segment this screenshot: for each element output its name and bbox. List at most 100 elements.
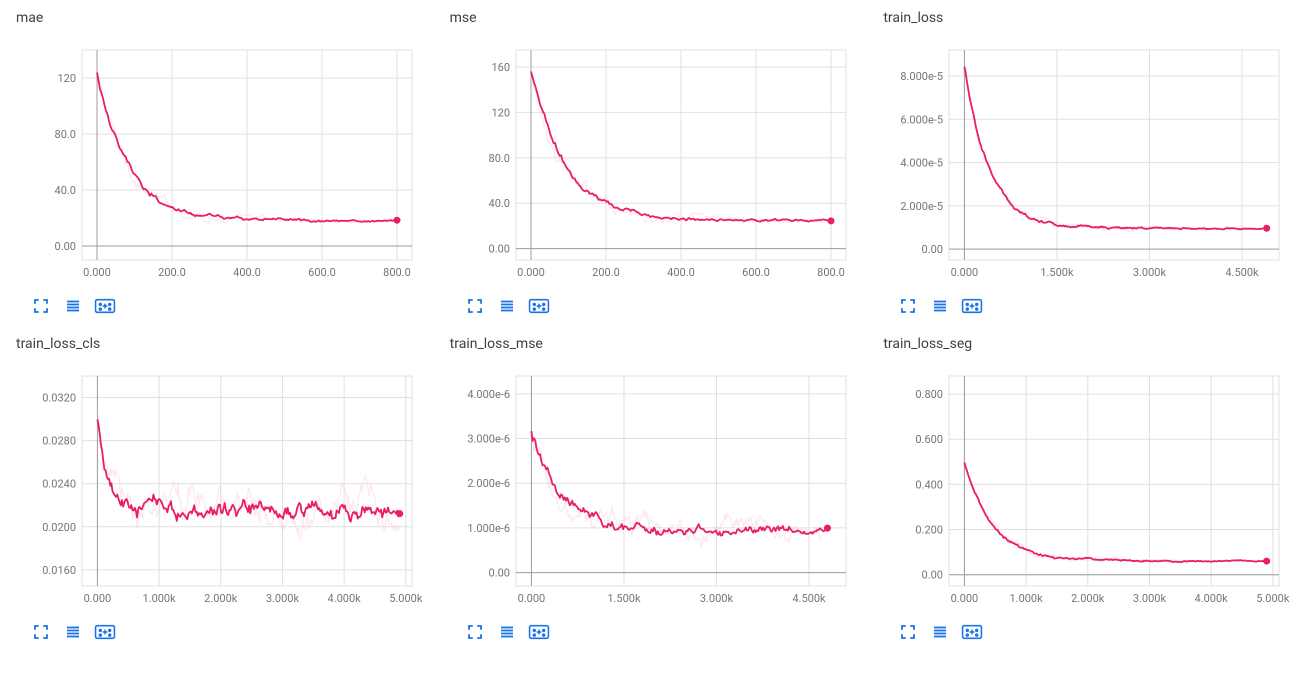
y-tick-label: 0.00 [922,569,943,582]
y-tick-label: 40.0 [55,184,76,197]
x-tick-label: 200.0 [158,266,186,279]
chart-toolbar [879,290,1295,316]
chart-plot-area[interactable]: 0.000 1.500k 3.000k 4.500k 0.00 2.000e-5 4.000… [879,30,1295,290]
series-smoothed [965,67,1267,230]
x-tick-label: 3.000k [1133,592,1167,605]
x-tick-label: 5.000k [389,592,422,605]
chart-plot-area[interactable]: 0.0001.000k2.000k3.000k4.000k5.000k0.000… [879,356,1295,616]
chart-panel-mse: mse0.000200.0400.0600.0800.00.0040.080.0… [446,8,862,316]
chart-toolbar [446,290,862,316]
chart-plot-area[interactable]: 0.0001.000k2.000k3.000k4.000k5.000k0.016… [12,356,428,616]
y-tick-label: 0.200 [916,524,944,537]
expand-icon[interactable] [464,296,486,316]
x-tick-label: 3.000k [700,592,734,605]
series-end-marker [394,217,401,224]
series-raw [965,66,1267,232]
fit-icon[interactable] [528,622,550,642]
y-tick-label: 3.000e-6 [467,433,510,446]
y-tick-label: 1.000e-6 [467,522,510,535]
x-tick-label: 400.0 [233,266,261,279]
fit-icon[interactable] [94,622,116,642]
fit-icon[interactable] [961,296,983,316]
x-tick-label: 800.0 [817,266,845,279]
chart-toolbar [12,290,428,316]
x-tick-label: 4.000k [328,592,362,605]
x-tick-label: 0.000 [517,266,545,279]
y-tick-label: 0.0320 [42,392,76,405]
series-end-marker [1263,558,1270,565]
y-tick-label: 4.000e-6 [467,388,510,401]
chart-title: train_loss_mse [446,334,862,356]
chart-panel-train_loss: train_loss 0.000 1.500k 3.000k 4.500k 0.00 2.0… [879,8,1295,316]
chart-plot-area[interactable]: 0.000200.0400.0600.0800.00.0040.080.0120… [446,30,862,290]
chart-title: train_loss_seg [879,334,1295,356]
y-tick-label: 0.00 [488,243,509,256]
chart-toolbar [446,616,862,642]
x-tick-label: 0.000 [951,592,979,605]
x-tick-label: 0.000 [83,266,111,279]
chart-title: train_loss [879,8,1295,30]
x-tick-label: 5.000k [1257,592,1290,605]
chart-panel-train_loss_cls: train_loss_cls0.0001.000k2.000k3.000k4.0… [12,334,428,642]
series-end-marker [396,510,403,517]
list-icon[interactable] [496,296,518,316]
y-tick-label: 0.00 [55,240,76,253]
expand-icon[interactable] [897,296,919,316]
series-raw [97,410,399,540]
x-tick-label: 3.000k [1133,266,1167,279]
list-icon[interactable] [62,622,84,642]
expand-icon[interactable] [897,622,919,642]
chart-toolbar [879,616,1295,642]
x-tick-label: 0.000 [84,592,112,605]
fit-icon[interactable] [528,296,550,316]
y-tick-label: 0.0200 [42,521,76,534]
y-tick-label: 0.600 [916,433,944,446]
y-tick-label: 0.00 [922,243,943,256]
x-tick-label: 200.0 [592,266,620,279]
y-tick-label: 0.0240 [42,478,76,491]
y-tick-label: 0.400 [916,478,944,491]
list-icon[interactable] [496,622,518,642]
y-tick-label: 2.000e-5 [901,200,944,213]
x-tick-label: 1.500k [607,592,641,605]
series-end-marker [824,525,831,532]
chart-plot-area[interactable]: 0.0001.500k3.000k4.500k0.001.000e-62.000… [446,356,862,616]
chart-panel-train_loss_mse: train_loss_mse0.0001.500k3.000k4.500k0.0… [446,334,862,642]
y-tick-label: 0.00 [488,567,509,580]
x-tick-label: 2.000k [204,592,238,605]
chart-toolbar [12,616,428,642]
x-tick-label: 4.500k [1226,266,1260,279]
x-tick-label: 1.000k [1010,592,1044,605]
series-end-marker [1263,225,1270,232]
list-icon[interactable] [929,296,951,316]
x-tick-label: 600.0 [308,266,336,279]
y-tick-label: 4.000e-5 [901,157,944,170]
y-tick-label: 2.000e-6 [467,477,510,490]
chart-plot-area[interactable]: 0.000200.0400.0600.0800.00.0040.080.0120 [12,30,428,290]
x-tick-label: 2.000k [1072,592,1106,605]
x-tick-label: 1.500k [1041,266,1075,279]
expand-icon[interactable] [464,622,486,642]
series-smoothed [965,463,1267,563]
fit-icon[interactable] [94,296,116,316]
y-tick-label: 0.800 [916,388,944,401]
chart-title: train_loss_cls [12,334,428,356]
y-tick-label: 120 [57,72,76,85]
y-tick-label: 0.0160 [42,564,76,577]
list-icon[interactable] [929,622,951,642]
series-raw [965,460,1267,562]
fit-icon[interactable] [961,622,983,642]
list-icon[interactable] [62,296,84,316]
y-tick-label: 80.0 [55,128,76,141]
y-tick-label: 6.000e-5 [901,113,944,126]
x-tick-label: 1.000k [142,592,176,605]
chart-title: mae [12,8,428,30]
y-tick-label: 80.0 [488,152,509,165]
chart-panel-train_loss_seg: train_loss_seg0.0001.000k2.000k3.000k4.0… [879,334,1295,642]
x-tick-label: 0.000 [951,266,979,279]
expand-icon[interactable] [30,296,52,316]
y-tick-label: 40.0 [488,197,509,210]
chart-title: mse [446,8,862,30]
x-tick-label: 4.500k [792,592,826,605]
expand-icon[interactable] [30,622,52,642]
